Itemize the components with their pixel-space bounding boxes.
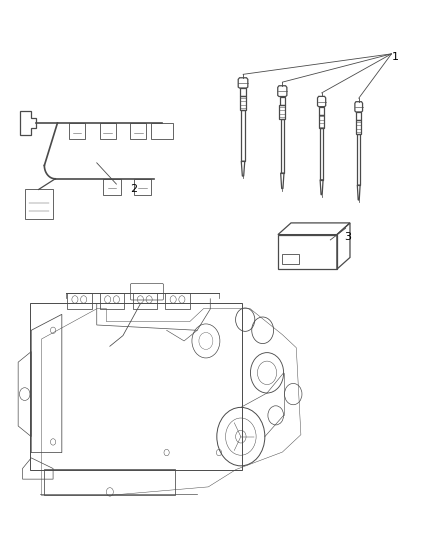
Text: 3: 3 — [344, 232, 351, 243]
Text: 2: 2 — [130, 184, 138, 195]
Text: 1: 1 — [392, 52, 399, 61]
